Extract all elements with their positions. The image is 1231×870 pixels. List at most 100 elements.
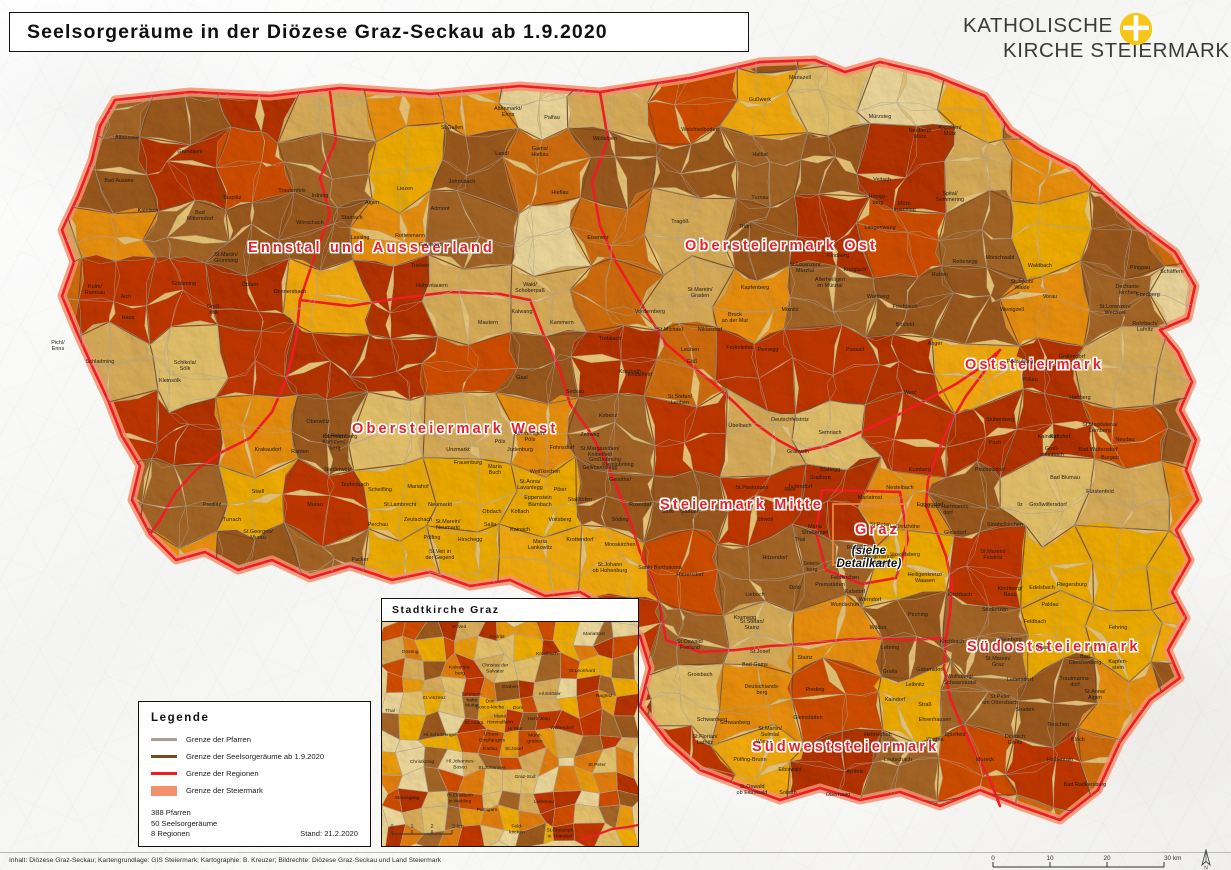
inset-map-stadtkirche-graz[interactable]: Stadtkirche Graz Gösting St.V xyxy=(381,598,639,847)
parish-polygon xyxy=(872,730,916,766)
inset-parish-polygon xyxy=(496,621,515,641)
parish-polygon xyxy=(350,227,405,267)
parish-polygon xyxy=(856,174,906,211)
parish-polygon xyxy=(964,690,1018,738)
parish-polygon xyxy=(326,392,369,450)
parish-polygon xyxy=(605,472,654,503)
parish-polygon xyxy=(187,576,217,615)
parish-polygon xyxy=(719,423,775,478)
parish-polygon xyxy=(579,525,624,579)
parish-polygon xyxy=(348,422,411,471)
parish-polygon xyxy=(133,596,194,635)
parish-polygon xyxy=(423,457,481,506)
parish-polygon xyxy=(62,335,83,364)
inset-parish-polygon xyxy=(421,805,448,834)
parish-polygon xyxy=(399,525,440,576)
parish-polygon xyxy=(1122,756,1155,800)
parish-polygon xyxy=(1085,604,1116,648)
parish-polygon xyxy=(1022,634,1064,681)
parish-polygon xyxy=(174,629,213,681)
inset-map-svg[interactable] xyxy=(382,621,638,847)
parish-polygon xyxy=(1011,223,1043,281)
legend-stat-seelsorgeraeume: 50 Seelsorgeräume xyxy=(151,818,218,828)
inset-parish-polygon xyxy=(552,823,575,841)
parish-polygon xyxy=(830,540,877,569)
parish-polygon xyxy=(64,498,125,538)
parish-polygon xyxy=(62,814,122,820)
parish-polygon xyxy=(1038,190,1092,229)
parish-polygon xyxy=(62,431,106,468)
scale-tick-label: 30 km xyxy=(1164,855,1181,862)
parish-polygon xyxy=(1016,388,1053,431)
parish-polygon xyxy=(288,633,335,675)
parish-polygon xyxy=(856,222,919,279)
parish-polygon xyxy=(752,92,808,139)
inset-parish-polygon xyxy=(533,766,559,794)
parish-polygon xyxy=(108,577,138,597)
inset-parish-polygon xyxy=(553,790,582,809)
parish-polygon xyxy=(786,642,836,674)
parish-polygon xyxy=(619,325,661,363)
parish-polygon xyxy=(1182,592,1198,635)
parish-polygon xyxy=(91,663,151,693)
legend-row-label: Grenze der Regionen xyxy=(186,769,259,778)
inset-parish-polygon xyxy=(482,767,503,795)
parish-polygon xyxy=(349,334,399,377)
graz-detail-rectangle[interactable] xyxy=(832,503,907,566)
inset-parish-polygon xyxy=(477,753,503,771)
parish-polygon xyxy=(787,89,829,139)
parish-polygon xyxy=(419,392,471,447)
legend-swatch-icon xyxy=(151,772,177,775)
parish-polygon xyxy=(1053,652,1097,704)
parish-polygon xyxy=(218,421,255,478)
inset-parish-polygon xyxy=(615,804,635,831)
parish-polygon xyxy=(1049,562,1094,605)
parish-polygon xyxy=(458,288,512,346)
parish-polygon xyxy=(62,427,71,474)
parish-polygon xyxy=(0,472,32,495)
parish-polygon xyxy=(253,360,298,398)
inset-parish-polygons xyxy=(382,621,638,846)
parish-polygon xyxy=(498,491,555,538)
parish-polygon xyxy=(678,294,718,329)
parish-polygon xyxy=(108,321,153,366)
parish-polygon xyxy=(1000,507,1064,548)
parish-polygon xyxy=(1125,460,1170,509)
parish-polygon xyxy=(786,799,836,820)
parish-polygon xyxy=(1074,522,1122,574)
parish-polygon xyxy=(0,527,35,573)
parish-polygon xyxy=(65,591,112,642)
parish-polygon xyxy=(1083,311,1125,347)
inset-parish-polygon xyxy=(454,652,485,679)
parish-polygon xyxy=(1016,565,1061,609)
inset-parish-polygon xyxy=(423,746,448,769)
parish-polygon xyxy=(1011,200,1044,239)
inset-parish-polygon xyxy=(574,735,604,758)
parish-polygon xyxy=(727,827,768,870)
parish-polygon xyxy=(856,123,917,178)
inset-parish-polygon xyxy=(535,710,562,731)
inset-parish-polygon xyxy=(540,808,555,827)
parish-polygon xyxy=(614,393,655,446)
parish-polygon xyxy=(723,198,771,245)
parish-polygon xyxy=(570,356,622,401)
parish-polygon xyxy=(1116,528,1170,574)
inset-scale-bar: 0 1 2 3 km xyxy=(391,824,464,835)
parish-polygon xyxy=(242,633,293,677)
parish-polygon xyxy=(475,491,517,533)
inset-parish-polygon xyxy=(556,696,580,719)
parish-polygon xyxy=(277,90,323,144)
inset-scale-tick-label: 0 xyxy=(391,824,394,830)
parish-polygon xyxy=(135,629,177,677)
parish-polygon xyxy=(770,424,807,476)
parish-polygon xyxy=(1016,337,1045,367)
parish-polygon xyxy=(1146,698,1198,747)
parish-polygon xyxy=(1090,458,1135,509)
parish-polygon xyxy=(321,133,378,180)
parish-polygon xyxy=(63,205,118,243)
parish-polygon xyxy=(0,298,32,345)
parish-polygon xyxy=(62,633,84,669)
parish-polygon xyxy=(965,295,1020,347)
parish-polygon xyxy=(647,101,691,147)
